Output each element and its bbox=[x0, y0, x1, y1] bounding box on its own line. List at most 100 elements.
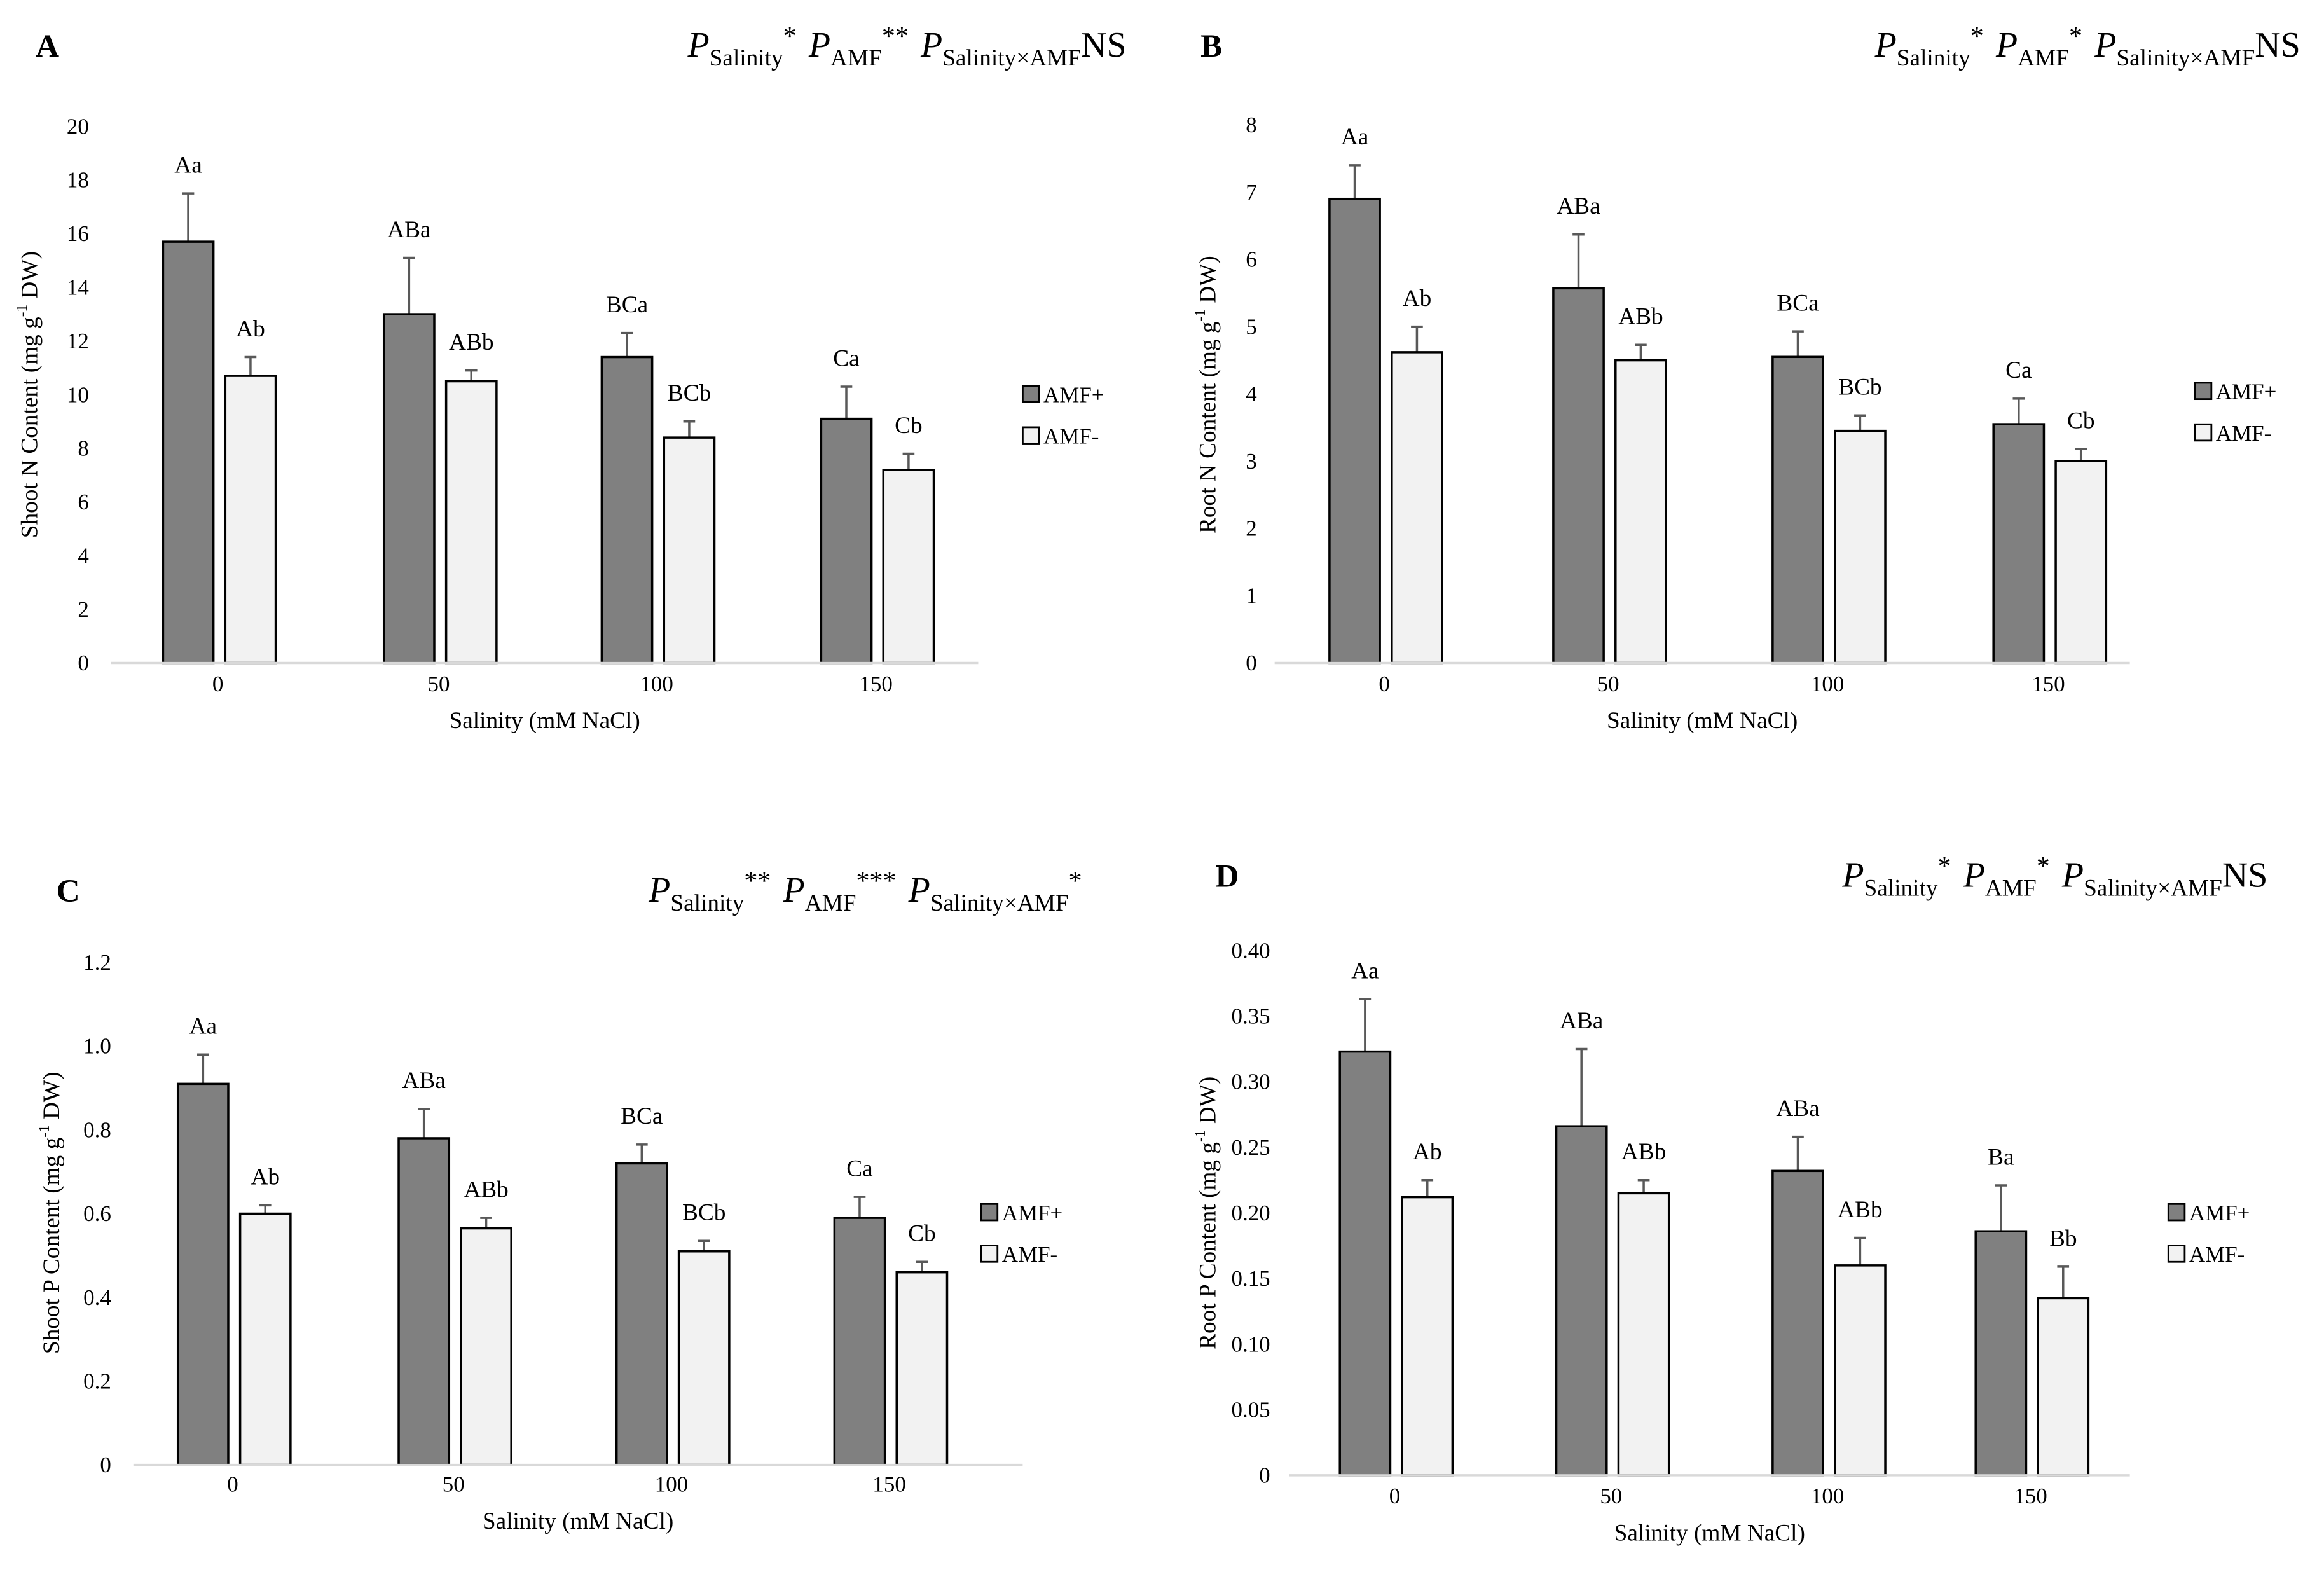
p-symbol: P bbox=[783, 871, 805, 910]
x-axis-label: Salinity (mM NaCl) bbox=[483, 1508, 673, 1534]
significance-letter: ABb bbox=[1838, 1197, 1882, 1223]
significance-letter: ABb bbox=[449, 329, 493, 355]
p-symbol: P bbox=[1963, 856, 1985, 895]
panel-label: D bbox=[1215, 858, 1239, 895]
legend-swatch-AMF+ bbox=[1021, 385, 1040, 403]
bar-AMF+ bbox=[1771, 355, 1824, 665]
significance-letter: BCa bbox=[606, 292, 649, 318]
bar-AMF+ bbox=[382, 313, 436, 665]
bar-AMF- bbox=[444, 380, 498, 665]
significance-letter: Ab bbox=[236, 316, 265, 342]
y-label-text: Shoot N Content (mg g bbox=[17, 317, 43, 538]
y-tick-label: 16 bbox=[67, 221, 89, 246]
x-tick-label: 50 bbox=[1597, 672, 1619, 696]
y-tick-label: 2 bbox=[1246, 516, 1256, 541]
legend-label: AMF+ bbox=[1043, 382, 1104, 407]
bar-AMF- bbox=[1391, 351, 1443, 665]
panel-B: B PSalinity* PAMF* PSalinity×AMFNS0123456… bbox=[1192, 22, 2300, 734]
significance-mark: NS bbox=[2222, 856, 2268, 895]
y-tick-label: 0.25 bbox=[1231, 1135, 1270, 1160]
significance-letter: Cb bbox=[2067, 408, 2095, 434]
p-subscript: Salinity bbox=[710, 45, 783, 71]
p-symbol: P bbox=[1995, 25, 2018, 65]
legend-label: AMF- bbox=[1043, 424, 1099, 449]
significance-letter: Ab bbox=[1413, 1139, 1442, 1165]
y-axis-label: Shoot N Content (mg g-1 DW) bbox=[14, 251, 43, 538]
bar-AMF+ bbox=[615, 1162, 668, 1466]
p-symbol: P bbox=[920, 25, 942, 65]
bar-AMF+ bbox=[397, 1137, 451, 1466]
panel-label: B bbox=[1200, 28, 1222, 64]
x-axis-label: Salinity (mM NaCl) bbox=[1614, 1520, 1805, 1546]
p-symbol: P bbox=[2094, 25, 2116, 65]
significance-letter: ABb bbox=[464, 1176, 508, 1203]
legend-swatch-AMF+ bbox=[2167, 1203, 2186, 1222]
y-tick-label: 8 bbox=[1246, 113, 1256, 137]
x-tick-label: 0 bbox=[1389, 1484, 1400, 1508]
p-symbol: P bbox=[687, 25, 709, 65]
significance-letter: Aa bbox=[174, 153, 202, 179]
y-tick-label: 3 bbox=[1246, 449, 1256, 474]
x-tick-label: 100 bbox=[655, 1472, 688, 1497]
significance-letter: ABa bbox=[1557, 193, 1600, 219]
y-label-text: DW) bbox=[17, 251, 43, 305]
significance-annotation: PSalinity* PAMF* PSalinity×AMFNS bbox=[1874, 22, 2300, 72]
significance-letter: ABa bbox=[387, 217, 431, 243]
x-tick-label: 100 bbox=[1811, 1484, 1844, 1508]
bar-AMF- bbox=[2037, 1297, 2090, 1477]
significance-letter: Ba bbox=[1988, 1144, 2014, 1170]
significance-letter: Ab bbox=[1403, 286, 1432, 312]
y-tick-label: 12 bbox=[67, 329, 89, 354]
y-tick-label: 0.40 bbox=[1231, 938, 1270, 963]
x-tick-label: 100 bbox=[1811, 672, 1844, 696]
y-axis-label: Root N Content (mg g-1 DW) bbox=[1192, 256, 1221, 534]
significance-letter: Aa bbox=[189, 1014, 217, 1040]
y-tick-label: 0 bbox=[78, 651, 88, 675]
legend-swatch-AMF- bbox=[2167, 1244, 2186, 1263]
significance-letter: Bb bbox=[2049, 1225, 2077, 1251]
y-tick-label: 18 bbox=[67, 168, 89, 193]
y-label-text: Shoot P Content (mg g bbox=[39, 1138, 65, 1354]
p-symbol: P bbox=[2061, 856, 2084, 895]
significance-letter: Cb bbox=[895, 413, 923, 439]
p-subscript: Salinity×AMF bbox=[942, 45, 1081, 71]
p-subscript: AMF bbox=[830, 45, 882, 71]
significance-letter: BCb bbox=[668, 380, 711, 406]
x-tick-label: 50 bbox=[443, 1472, 465, 1497]
bar-AMF- bbox=[224, 375, 277, 665]
panel-A: A PSalinity* PAMF** PSalinity×AMFNS024681… bbox=[14, 22, 1127, 734]
y-label-superscript: -1 bbox=[36, 1125, 53, 1137]
y-tick-label: 0.35 bbox=[1231, 1004, 1270, 1029]
x-tick-label: 150 bbox=[2014, 1484, 2047, 1508]
y-tick-label: 0 bbox=[1246, 651, 1256, 675]
p-subscript: Salinity×AMF bbox=[2084, 875, 2222, 901]
bar-AMF+ bbox=[833, 1217, 886, 1466]
significance-annotation: PSalinity** PAMF*** PSalinity×AMF* bbox=[648, 867, 1082, 916]
spacer bbox=[896, 900, 897, 902]
y-label-text: Root P Content (mg g bbox=[1195, 1142, 1221, 1349]
significance-letter: Ab bbox=[251, 1164, 280, 1190]
significance-mark: ** bbox=[882, 22, 909, 52]
y-tick-label: 0.2 bbox=[83, 1369, 111, 1394]
significance-letter: Ca bbox=[833, 345, 860, 371]
bar-AMF- bbox=[2054, 460, 2108, 665]
y-tick-label: 0.15 bbox=[1231, 1266, 1270, 1291]
y-axis-label: Shoot P Content (mg g-1 DW) bbox=[36, 1072, 65, 1354]
significance-mark: * bbox=[1069, 867, 1082, 896]
x-tick-label: 150 bbox=[859, 672, 892, 696]
x-tick-label: 0 bbox=[212, 672, 223, 696]
x-tick-label: 150 bbox=[2032, 672, 2065, 696]
significance-mark: NS bbox=[2255, 25, 2300, 65]
legend-label: AMF- bbox=[2216, 421, 2271, 446]
x-axis-label: Salinity (mM NaCl) bbox=[449, 708, 640, 734]
y-tick-label: 0 bbox=[1259, 1463, 1270, 1488]
panel-D: D PSalinity* PAMF* PSalinity×AMFNS00.050.… bbox=[1192, 852, 2267, 1547]
y-tick-label: 0.20 bbox=[1231, 1201, 1270, 1225]
significance-mark: * bbox=[2069, 22, 2082, 52]
y-label-text: Root N Content (mg g bbox=[1195, 322, 1221, 534]
legend-swatch-AMF+ bbox=[980, 1203, 999, 1222]
y-tick-label: 7 bbox=[1246, 180, 1256, 205]
bar-AMF+ bbox=[600, 355, 654, 665]
p-subscript: Salinity bbox=[1897, 45, 1970, 71]
y-tick-label: 6 bbox=[78, 490, 88, 514]
